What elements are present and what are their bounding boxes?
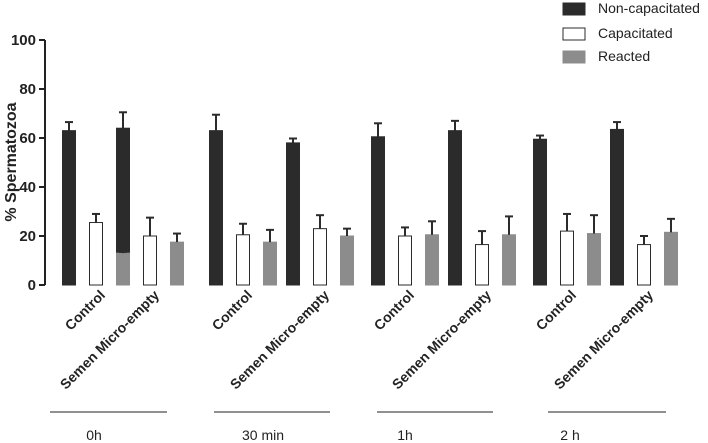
bar (664, 231, 678, 286)
bar (313, 228, 327, 286)
bar (475, 244, 489, 286)
group-label: 30 min (242, 427, 284, 443)
bar (637, 244, 651, 286)
bar (425, 234, 439, 286)
bars (62, 111, 678, 286)
bar (502, 234, 516, 286)
category-label: Semen Micro-empty (57, 287, 163, 393)
legend-label: Reacted (598, 48, 650, 64)
legend-swatch (562, 50, 586, 64)
bar (560, 230, 574, 286)
category-label: Control (533, 287, 580, 334)
legend-label: Non-capacitated (598, 0, 700, 16)
bar (170, 241, 184, 286)
bar (209, 130, 223, 286)
y-tick-label: 60 (19, 130, 36, 147)
y-tick-label: 20 (19, 228, 36, 245)
y-tick-label: 40 (19, 179, 36, 196)
group-label: 2 h (560, 427, 579, 443)
legend: Non-capacitated Capacitated Reacted (562, 0, 700, 64)
y-tick-label: 0 (28, 277, 36, 294)
bar (398, 235, 412, 286)
legend-swatch (562, 2, 586, 16)
bar (371, 136, 385, 286)
category-label: Control (371, 287, 418, 334)
group-label: 1h (397, 427, 413, 443)
y-tick-label: 100 (11, 32, 36, 49)
bar (340, 235, 354, 286)
bar (448, 130, 462, 286)
bar (116, 252, 130, 286)
bar (286, 142, 300, 286)
bar (263, 241, 277, 286)
y-axis: 0 20 40 60 80 100 (11, 32, 46, 294)
bar (143, 235, 157, 286)
legend-label: Capacitated (598, 25, 673, 41)
bar (236, 234, 250, 286)
bar (89, 222, 103, 286)
y-tick-label: 80 (19, 81, 36, 98)
bar (587, 233, 601, 286)
bar (610, 128, 624, 286)
category-label: Control (62, 287, 109, 334)
legend-swatch (562, 27, 586, 41)
y-axis-title: % Spermatozoa (3, 102, 20, 221)
group-labels: 0h 30 min 1h 2 h (50, 411, 666, 443)
bar (62, 130, 76, 286)
bar (533, 138, 547, 286)
group-label: 0h (86, 427, 102, 443)
category-label: Control (209, 287, 256, 334)
